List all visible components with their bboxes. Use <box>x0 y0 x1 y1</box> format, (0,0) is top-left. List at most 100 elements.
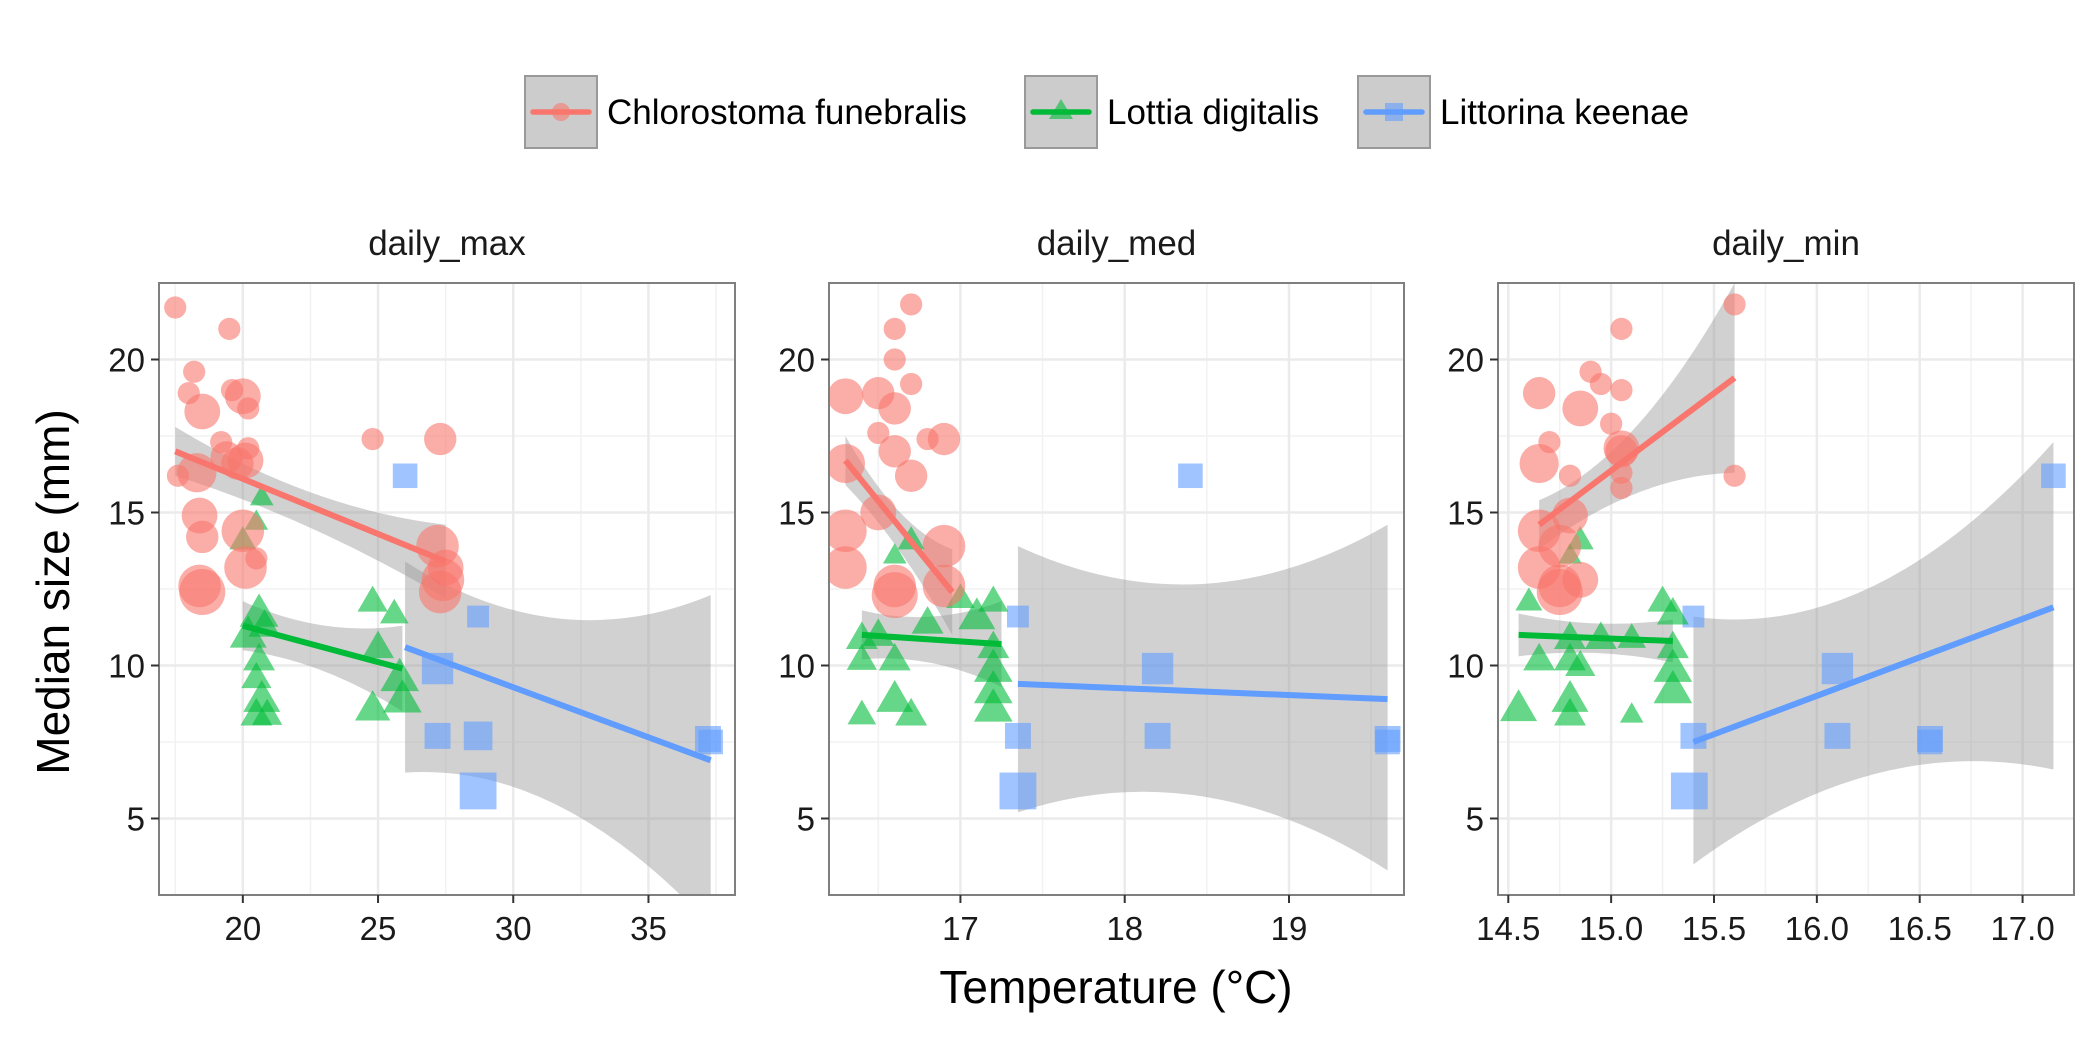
y-tick-label: 10 <box>1447 648 1484 685</box>
point-chlorostoma <box>424 422 457 456</box>
point-littorina <box>2041 463 2066 489</box>
point-chlorostoma <box>183 360 206 383</box>
point-littorina <box>459 772 497 810</box>
point-littorina <box>1917 729 1943 755</box>
point-lottia <box>362 630 395 659</box>
point-littorina <box>698 729 723 755</box>
point-lottia <box>354 690 391 721</box>
x-tick-label: 14.5 <box>1476 910 1540 947</box>
point-chlorostoma <box>927 422 961 456</box>
x-tick-label: 15.0 <box>1579 910 1643 947</box>
x-tick-label: 15.5 <box>1682 910 1746 947</box>
point-lottia <box>847 699 877 725</box>
point-chlorostoma <box>1558 464 1582 487</box>
point-lottia <box>252 698 283 725</box>
point-chlorostoma <box>883 348 906 371</box>
y-tick-label: 15 <box>108 495 145 532</box>
y-tick-label: 10 <box>778 648 815 685</box>
y-tick-label: 15 <box>778 495 815 532</box>
point-littorina <box>1824 722 1851 749</box>
panel-daily_min: daily_min 14.5 15.0 15.5 16.0 16.5 17.0 5 10 15 20 <box>1447 224 2075 947</box>
x-tick-label: 17.0 <box>1990 910 2054 947</box>
ci-ribbon-littorina <box>405 561 711 895</box>
y-axis-title: Median size (mm) <box>27 409 79 775</box>
point-lottia <box>973 648 1013 682</box>
plot-area <box>829 293 1401 871</box>
point-chlorostoma <box>1610 317 1633 340</box>
point-chlorostoma <box>1519 443 1559 484</box>
x-tick-label: 16.0 <box>1785 910 1849 947</box>
y-tick-label: 15 <box>1447 495 1484 532</box>
fit-line-littorina <box>1692 604 2055 745</box>
point-chlorostoma <box>829 509 867 553</box>
point-chlorostoma <box>1723 464 1746 487</box>
point-chlorostoma <box>883 317 906 340</box>
fit-line-lottia <box>242 622 404 672</box>
point-chlorostoma <box>361 427 384 451</box>
panel-daily_med: daily_med 17 18 19 5 10 15 20 <box>778 224 1405 947</box>
y-tick-label: 20 <box>108 342 145 379</box>
point-chlorostoma <box>871 572 918 619</box>
x-tick-label: 19 <box>1271 910 1308 947</box>
point-chlorostoma <box>218 317 241 340</box>
point-littorina <box>1821 652 1854 685</box>
point-littorina <box>1144 722 1171 749</box>
x-tick-label: 30 <box>495 910 532 947</box>
point-lottia <box>1551 680 1589 712</box>
point-chlorostoma <box>1589 372 1612 396</box>
legend-key-marker-chlorostoma <box>552 103 570 121</box>
point-lottia <box>958 597 996 630</box>
fit-line-lottia <box>861 631 1002 648</box>
panel-title: daily_min <box>1712 224 1860 263</box>
point-lottia <box>1500 689 1538 722</box>
point-chlorostoma <box>1723 293 1746 316</box>
point-lottia <box>243 642 276 671</box>
point-lottia <box>1565 649 1596 676</box>
point-chlorostoma <box>186 520 219 554</box>
point-lottia <box>380 657 420 692</box>
point-chlorostoma <box>1562 561 1599 598</box>
panel-border <box>828 282 1405 896</box>
point-lottia <box>249 485 274 506</box>
point-lottia <box>973 688 1013 722</box>
point-littorina <box>1375 729 1400 755</box>
point-littorina <box>1007 605 1029 628</box>
x-tick-label: 35 <box>630 910 667 947</box>
y-tick-label: 10 <box>108 648 145 685</box>
point-lottia <box>1653 648 1693 682</box>
ci-ribbon-chlorostoma <box>1539 283 1735 550</box>
point-chlorostoma <box>878 392 911 425</box>
point-chlorostoma <box>867 421 890 445</box>
point-chlorostoma <box>829 546 867 589</box>
point-lottia <box>978 585 1009 612</box>
point-chlorostoma <box>1610 476 1633 500</box>
point-chlorostoma <box>184 393 221 430</box>
point-lottia <box>846 643 877 670</box>
point-lottia <box>1647 585 1678 612</box>
x-tick-label: 20 <box>224 910 261 947</box>
point-lottia <box>229 615 267 648</box>
legend-label-littorina: Littorina keenae <box>1440 93 1689 132</box>
y-tick-label: 5 <box>1466 801 1484 838</box>
legend: Chlorostoma funebralis Lottia digitalis … <box>524 75 1689 149</box>
point-chlorostoma <box>1600 412 1623 435</box>
point-chlorostoma <box>1522 376 1556 410</box>
point-littorina <box>999 772 1037 810</box>
x-tick-label: 25 <box>360 910 397 947</box>
point-lottia <box>1619 702 1644 723</box>
point-lottia <box>973 669 1013 704</box>
panel-daily_max: daily_max 20 25 30 35 5 10 15 20 <box>108 224 736 947</box>
point-lottia <box>911 606 944 634</box>
point-chlorostoma <box>922 524 966 568</box>
fit-line-littorina <box>404 644 712 764</box>
y-tick-label: 5 <box>127 801 145 838</box>
point-chlorostoma <box>900 293 923 316</box>
point-chlorostoma <box>1610 379 1633 402</box>
point-littorina <box>392 463 418 489</box>
legend-item-chlorostoma: Chlorostoma funebralis <box>524 75 967 149</box>
point-littorina <box>467 605 490 628</box>
fit-line-chlorostoma <box>843 458 955 594</box>
fit-line-lottia <box>1518 631 1673 645</box>
plot-area <box>1500 283 2066 865</box>
